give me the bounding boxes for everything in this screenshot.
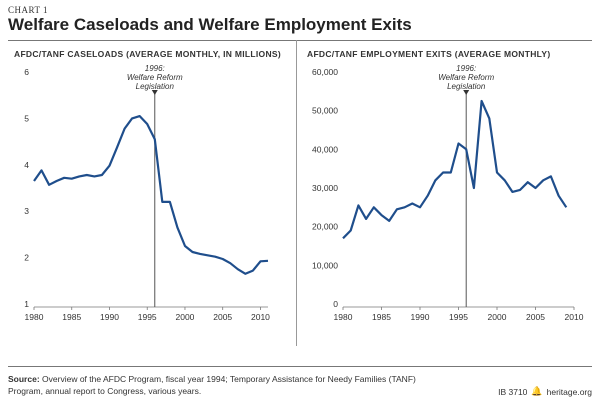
y-tick-label: 6	[24, 67, 29, 77]
charts-canvas: AFDC/TANF CASELOADS (AVERAGE MONTHLY, IN…	[14, 49, 584, 322]
y-tick-label: 40,000	[312, 144, 338, 154]
panel-divider	[296, 40, 297, 346]
source-note: Source: Overview of the AFDC Program, fi…	[8, 374, 448, 397]
reform-annotation-text: Welfare Reform	[438, 73, 494, 82]
x-tick-label: 2010	[251, 312, 270, 322]
x-tick-label: 1990	[100, 312, 119, 322]
x-tick-label: 2000	[176, 312, 195, 322]
y-tick-label: 0	[333, 299, 338, 309]
y-tick-label: 4	[24, 160, 29, 170]
y-tick-label: 20,000	[312, 222, 338, 232]
reform-annotation-text: Legislation	[447, 82, 486, 91]
x-tick-label: 1995	[138, 312, 157, 322]
y-tick-label: 1	[24, 299, 29, 309]
y-tick-label: 50,000	[312, 106, 338, 116]
y-tick-label: 10,000	[312, 260, 338, 270]
footer-credit: IB 3710 🔔 heritage.org	[498, 386, 592, 397]
x-tick-label: 2005	[526, 312, 545, 322]
page-title: Welfare Caseloads and Welfare Employment…	[8, 15, 412, 34]
y-tick-label: 2	[24, 253, 29, 263]
reform-annotation-text: Legislation	[136, 82, 175, 91]
x-tick-label: 1995	[449, 312, 468, 322]
bottom-rule	[8, 366, 592, 367]
reform-marker-triangle	[463, 90, 470, 95]
source-text: Overview of the AFDC Program, fiscal yea…	[8, 374, 416, 396]
x-tick-label: 1990	[411, 312, 430, 322]
reform-annotation-text: 1996:	[145, 64, 165, 73]
y-tick-label: 30,000	[312, 183, 338, 193]
reform-annotation-text: 1996:	[456, 64, 476, 73]
liberty-bell-icon: 🔔	[531, 386, 543, 396]
x-tick-label: 2010	[565, 312, 584, 322]
x-tick-label: 1980	[334, 312, 353, 322]
y-tick-label: 5	[24, 113, 29, 123]
x-tick-label: 1985	[62, 312, 81, 322]
series-line	[342, 99, 568, 240]
report-id: IB 3710	[498, 386, 528, 397]
site-name: heritage.org	[546, 386, 592, 397]
series-line	[33, 115, 269, 275]
x-tick-label: 1980	[25, 312, 44, 322]
top-rule	[8, 40, 592, 41]
reform-annotation-text: Welfare Reform	[127, 73, 183, 82]
y-tick-label: 60,000	[312, 67, 338, 77]
reform-marker-triangle	[151, 90, 158, 95]
x-tick-label: 2005	[213, 312, 232, 322]
source-label: Source:	[8, 374, 40, 384]
chart-1-title: AFDC/TANF CASELOADS (AVERAGE MONTHLY, IN…	[14, 49, 281, 59]
x-tick-label: 2000	[488, 312, 507, 322]
x-tick-label: 1985	[372, 312, 391, 322]
chart-2-title: AFDC/TANF EMPLOYMENT EXITS (AVERAGE MONT…	[307, 49, 551, 59]
chart-number-label: CHART 1	[8, 5, 49, 15]
y-tick-label: 3	[24, 206, 29, 216]
